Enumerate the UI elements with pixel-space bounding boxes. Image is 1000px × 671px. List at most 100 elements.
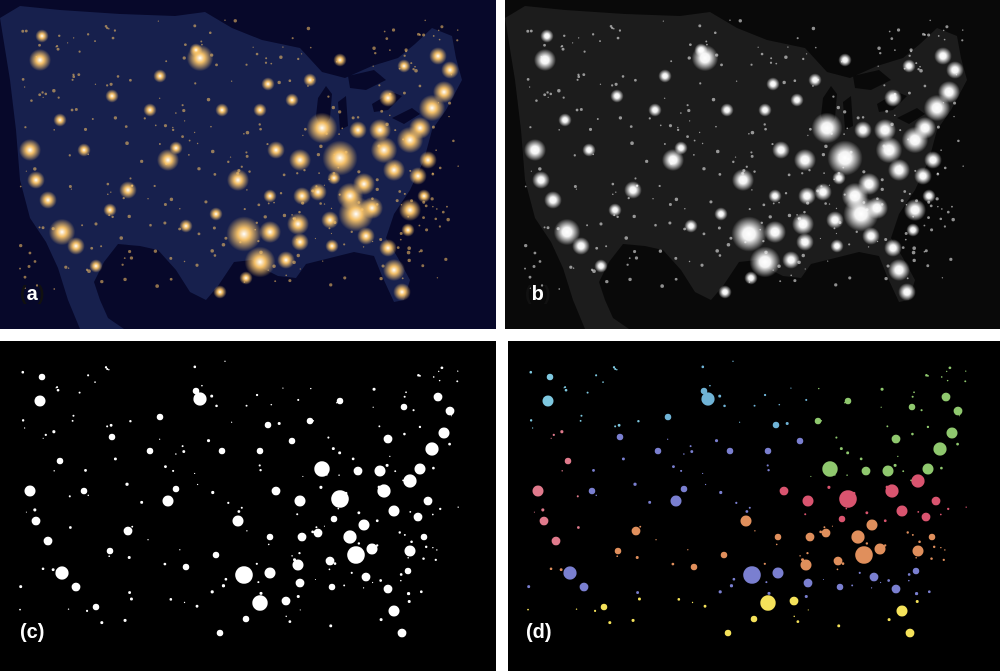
minor-light bbox=[779, 280, 782, 283]
minor-light bbox=[436, 208, 438, 210]
minor-light bbox=[438, 166, 442, 170]
minor-light bbox=[573, 154, 576, 157]
minor-light bbox=[187, 154, 190, 156]
cluster-blob bbox=[750, 615, 758, 623]
minor-light bbox=[213, 254, 217, 257]
minor-light bbox=[894, 114, 896, 117]
minor-light bbox=[729, 19, 731, 22]
minor-light bbox=[575, 188, 578, 190]
minor-light bbox=[770, 57, 773, 60]
minor-light bbox=[670, 60, 673, 63]
night-lights-true-color-map bbox=[0, 0, 496, 329]
minor-light bbox=[267, 202, 270, 205]
mask-pixel bbox=[450, 415, 452, 417]
cluster-pixel bbox=[799, 555, 801, 557]
minor-light bbox=[720, 63, 723, 67]
minor-light bbox=[588, 127, 593, 131]
cluster-pixel bbox=[709, 384, 711, 387]
minor-light bbox=[227, 160, 230, 164]
minor-light bbox=[805, 53, 808, 55]
mask-blob bbox=[423, 496, 433, 506]
minor-light bbox=[319, 202, 322, 205]
cluster-pixel bbox=[778, 403, 781, 406]
minor-light bbox=[196, 142, 199, 145]
mask-pixel bbox=[314, 578, 316, 581]
cluster-blob bbox=[600, 603, 608, 611]
mask-blob bbox=[297, 532, 307, 542]
minor-light bbox=[618, 29, 622, 32]
minor-light bbox=[579, 107, 583, 111]
city-light bbox=[827, 140, 863, 176]
mask-blob bbox=[34, 395, 46, 407]
minor-light bbox=[715, 249, 719, 253]
minor-light bbox=[738, 19, 742, 23]
cluster-pixel bbox=[775, 543, 778, 546]
minor-light bbox=[713, 31, 717, 35]
cluster-pixel bbox=[527, 585, 531, 589]
mask-pixel bbox=[52, 430, 56, 434]
minor-light bbox=[599, 40, 601, 43]
minor-light bbox=[456, 29, 459, 31]
mask-pixel bbox=[193, 365, 197, 369]
minor-light bbox=[629, 125, 633, 128]
minor-light bbox=[378, 84, 381, 87]
minor-light bbox=[700, 263, 704, 267]
minor-light bbox=[801, 172, 804, 175]
minor-light bbox=[856, 116, 860, 120]
minor-light bbox=[424, 19, 426, 22]
cluster-blob bbox=[896, 605, 908, 617]
minor-light bbox=[558, 288, 561, 290]
city-light bbox=[393, 283, 411, 301]
minor-light bbox=[652, 197, 654, 200]
city-light bbox=[259, 221, 281, 243]
mask-pixel bbox=[385, 463, 389, 467]
minor-light bbox=[91, 117, 94, 120]
city-light bbox=[119, 181, 137, 199]
minor-light bbox=[78, 50, 81, 53]
city-light bbox=[662, 149, 684, 171]
cluster-pixel bbox=[616, 369, 618, 371]
cluster-pixel bbox=[914, 591, 919, 596]
minor-light bbox=[917, 68, 920, 71]
minor-light bbox=[128, 249, 132, 254]
mask-pixel bbox=[140, 500, 144, 504]
cluster-pixel bbox=[915, 599, 919, 603]
minor-light bbox=[927, 216, 930, 220]
city-light bbox=[361, 197, 383, 219]
minor-light bbox=[563, 34, 566, 38]
panel-c-label-open: ( bbox=[20, 621, 27, 643]
cluster-pixel bbox=[586, 391, 589, 394]
city-light bbox=[289, 149, 311, 171]
minor-light bbox=[165, 60, 168, 63]
mask-pixel bbox=[343, 584, 346, 587]
mask-pixel bbox=[169, 598, 173, 601]
city-light bbox=[429, 47, 447, 65]
minor-light bbox=[140, 159, 144, 163]
city-light bbox=[383, 259, 405, 281]
cluster-pixel bbox=[748, 506, 751, 509]
cluster-pixel bbox=[633, 482, 637, 486]
minor-light bbox=[937, 205, 939, 208]
minor-light bbox=[432, 35, 435, 37]
minor-light bbox=[414, 65, 416, 68]
mask-pixel bbox=[310, 387, 312, 390]
minor-light bbox=[698, 131, 701, 134]
city-light bbox=[720, 103, 734, 117]
cluster-blob bbox=[779, 486, 789, 496]
city-light bbox=[582, 143, 596, 157]
minor-light bbox=[399, 238, 402, 241]
city-light bbox=[357, 227, 375, 245]
minor-light bbox=[318, 172, 320, 174]
minor-light bbox=[823, 172, 825, 174]
minor-light bbox=[83, 127, 88, 131]
minor-light bbox=[379, 238, 383, 242]
minor-light bbox=[715, 149, 720, 154]
city-light bbox=[768, 189, 782, 203]
cluster-blob bbox=[700, 387, 708, 395]
mask-blob bbox=[295, 578, 305, 588]
minor-light bbox=[702, 167, 706, 171]
city-light bbox=[832, 171, 846, 185]
minor-light bbox=[68, 154, 71, 157]
panel-a-true-color: (a) bbox=[0, 0, 496, 329]
minor-light bbox=[418, 224, 421, 227]
